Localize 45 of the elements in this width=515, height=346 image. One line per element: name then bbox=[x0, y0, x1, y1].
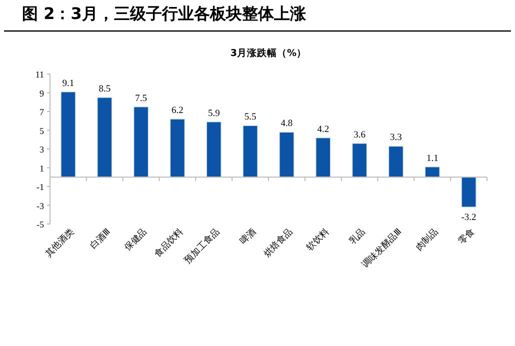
x-tick-label: 零食 bbox=[456, 226, 477, 247]
data-label: 1.1 bbox=[426, 154, 439, 164]
x-tick-label: 软饮料 bbox=[304, 226, 332, 254]
x-tick-label: 乳品 bbox=[347, 226, 368, 247]
data-label: 7.5 bbox=[135, 94, 148, 104]
bar bbox=[315, 137, 331, 178]
chart-subtitle: 3月涨跌幅（%） bbox=[230, 47, 307, 59]
data-label: 5.5 bbox=[244, 112, 256, 123]
data-label: -3.2 bbox=[461, 213, 477, 224]
data-label: 8.5 bbox=[98, 84, 111, 94]
bar bbox=[352, 142, 368, 178]
bar bbox=[242, 125, 258, 178]
y-tick-label: 1 bbox=[40, 163, 44, 174]
bar bbox=[424, 166, 440, 178]
y-tick-label: 11 bbox=[35, 70, 44, 80]
data-label: 4.8 bbox=[280, 119, 293, 130]
x-tick-label: 白酒Ⅲ bbox=[88, 226, 113, 252]
data-label: 4.2 bbox=[317, 124, 330, 135]
x-tick-label: 保健品 bbox=[122, 226, 150, 254]
data-label: 5.9 bbox=[208, 108, 220, 119]
bar bbox=[279, 132, 294, 178]
chart-title: 图 2：3月，三级子行业各板块整体上涨 bbox=[22, 4, 307, 23]
y-tick-label: 9 bbox=[40, 88, 44, 98]
y-tick-label: 7 bbox=[40, 107, 44, 117]
bar bbox=[96, 97, 112, 178]
bar bbox=[206, 121, 222, 178]
x-tick-label: 预加工食品 bbox=[182, 226, 222, 266]
x-tick-label: 啤酒 bbox=[238, 226, 258, 247]
data-label: 3.6 bbox=[354, 130, 366, 140]
x-tick-label: 其他酒类 bbox=[43, 226, 76, 260]
x-tick-label: 烘焙食品 bbox=[262, 226, 295, 260]
y-tick-label: 5 bbox=[40, 126, 44, 136]
data-label: 9.1 bbox=[62, 78, 74, 89]
bar bbox=[60, 91, 76, 178]
data-label: 3.3 bbox=[390, 133, 402, 144]
x-tick-label: 肉制品 bbox=[414, 226, 440, 254]
data-label: 6.2 bbox=[172, 106, 184, 116]
bar bbox=[388, 146, 404, 178]
y-tick-label: -3 bbox=[36, 200, 44, 211]
y-tick-label: 3 bbox=[40, 144, 44, 154]
y-tick-label: -1 bbox=[36, 182, 44, 192]
bar bbox=[133, 106, 149, 178]
y-tick-label: -5 bbox=[36, 220, 44, 230]
bar bbox=[461, 176, 476, 208]
bar bbox=[170, 118, 186, 178]
